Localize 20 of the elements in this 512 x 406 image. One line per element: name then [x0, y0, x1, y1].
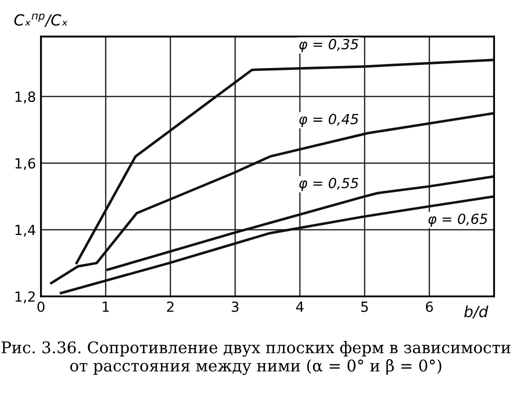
- x-tick-label: 1: [102, 302, 109, 312]
- y-tick-label: 1,2: [16, 291, 35, 304]
- x-tick-label: 6: [426, 301, 433, 312]
- x-axis-title: b/d: [464, 305, 488, 318]
- x-tick-label: 2: [167, 301, 174, 312]
- x-tick-label: 0: [37, 301, 44, 312]
- y-axis-title: Cₓ$^{пр}$/Cₓ: [14, 14, 68, 27]
- series-label: φ = 0,55: [299, 178, 358, 191]
- x-tick-label: 3: [232, 301, 238, 312]
- series-label: φ = 0,65: [428, 214, 488, 227]
- series-label: φ = 0,35: [299, 38, 358, 52]
- x-tick-label: 4: [296, 302, 304, 312]
- y-tick-label: 1,6: [16, 158, 36, 170]
- text: Рис. 3.36. Сопротивление двух плоских ферм в зависимости от расстояния между ними (α = 0° и β = 0°): [2, 341, 510, 375]
- series-label: φ = 0,45: [299, 114, 358, 127]
- line-series: [60, 195, 494, 294]
- x-tick-label: 5: [361, 302, 368, 312]
- y-tick-label: 1,8: [16, 91, 36, 104]
- line-series: [106, 175, 494, 271]
- y-tick-label: 1,4: [16, 224, 36, 237]
